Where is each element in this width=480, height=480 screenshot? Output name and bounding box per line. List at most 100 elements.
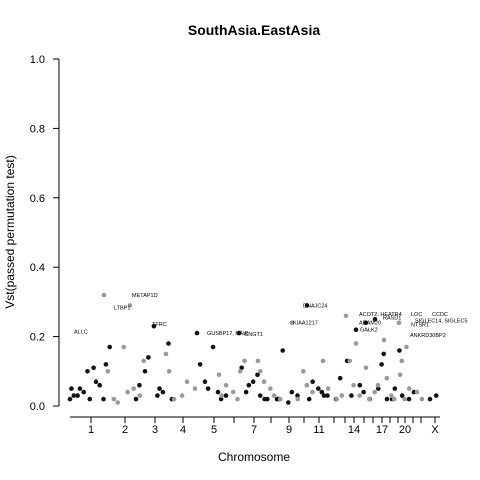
data-point — [197, 362, 203, 367]
gene-label: ACOT2, HEATR4 — [359, 312, 402, 318]
data-point — [93, 379, 99, 385]
y-tick-label: 0.6 — [30, 193, 45, 205]
data-point — [357, 393, 363, 398]
data-point — [205, 386, 211, 391]
data-point — [255, 358, 261, 364]
gene-label: ADAM20 — [359, 321, 381, 327]
data-point — [210, 344, 216, 350]
data-point — [91, 365, 96, 371]
x-axis-title: Chromosome — [218, 450, 290, 464]
data-point — [71, 393, 77, 398]
data-point — [171, 396, 177, 402]
data-point — [367, 396, 372, 402]
data-point — [379, 362, 384, 367]
x-tick-label-chr1: 1 — [88, 424, 94, 436]
x-tick-label-chr9: 9 — [286, 424, 292, 436]
data-point — [237, 369, 243, 374]
data-point — [105, 369, 111, 374]
x-tick-label-chr11: 11 — [313, 424, 324, 436]
data-point — [325, 393, 330, 398]
data-point — [357, 382, 363, 388]
data-point — [265, 396, 270, 402]
data-point — [219, 393, 224, 398]
data-point — [81, 389, 86, 395]
data-point — [239, 365, 244, 371]
data-point — [155, 393, 160, 398]
data-point — [218, 396, 224, 402]
data-point — [103, 362, 109, 367]
data-point — [101, 292, 107, 298]
data-point — [397, 372, 403, 378]
data-point — [141, 358, 146, 364]
data-point — [184, 379, 190, 385]
x-tick-label-chr4: 4 — [180, 424, 186, 436]
gene-label: KIAA1217 — [293, 321, 318, 327]
data-point — [223, 393, 229, 398]
data-point — [349, 393, 354, 398]
data-point — [397, 348, 402, 353]
gene-label: RASD1 — [383, 315, 401, 321]
data-point — [319, 389, 325, 395]
data-point — [166, 341, 171, 346]
data-point — [427, 396, 433, 402]
gene-label: GALK2 — [360, 328, 378, 334]
x-tick-label-chrX: X — [431, 424, 439, 436]
data-point — [107, 344, 112, 350]
gene-label: GUSBP17, NAIP — [207, 331, 249, 337]
data-point — [375, 382, 381, 388]
data-point — [137, 382, 142, 388]
data-point — [246, 382, 252, 388]
data-point — [236, 330, 242, 336]
data-points — [67, 292, 439, 405]
x-tick-label-chr20: 20 — [399, 424, 411, 436]
data-point — [194, 330, 200, 336]
y-axis-title: Vst(passed permutation test) — [3, 155, 17, 308]
data-point — [137, 393, 143, 398]
x-axis: 1 2 3 4 5 7 9 11 14 17 20 X — [70, 416, 440, 436]
x-tick-label-chr17: 17 — [376, 424, 388, 436]
data-point — [255, 372, 260, 378]
y-tick-label: 0.8 — [30, 123, 45, 135]
data-point — [243, 389, 249, 395]
data-point — [304, 382, 310, 388]
data-point — [301, 369, 306, 374]
data-point — [295, 396, 301, 402]
y-tick-label: 1.0 — [30, 54, 45, 66]
data-point — [392, 386, 398, 391]
data-point — [361, 389, 366, 395]
data-point — [402, 396, 408, 402]
data-point — [399, 393, 405, 398]
data-point — [406, 386, 412, 391]
x-tick-label-chr5: 5 — [211, 424, 217, 436]
gene-label: NTSR1 — [411, 323, 429, 329]
data-point — [325, 386, 331, 391]
data-point — [353, 341, 359, 346]
data-point — [406, 396, 412, 402]
x-tick-label-chr7: 7 — [251, 424, 257, 436]
data-point — [101, 396, 106, 402]
gene-label: ALLC — [74, 330, 88, 336]
data-point — [295, 393, 300, 398]
gene-label: SIGLEC14, SIGLEC5 — [415, 318, 468, 324]
data-point — [146, 355, 151, 360]
data-point — [215, 389, 221, 395]
gene-label: LTBP1 — [114, 305, 130, 311]
gene-label: DNAJC24 — [303, 303, 327, 309]
data-point — [316, 386, 321, 391]
data-point — [381, 337, 387, 343]
data-point — [230, 389, 236, 395]
data-point — [363, 365, 369, 371]
data-point — [250, 379, 256, 385]
gene-label: TFRC — [152, 322, 167, 328]
data-point — [404, 344, 409, 350]
data-point — [321, 393, 327, 398]
data-point — [396, 320, 402, 326]
data-point — [85, 369, 90, 374]
data-point — [133, 396, 139, 402]
data-point — [363, 320, 369, 326]
data-point — [347, 358, 353, 364]
data-point — [419, 396, 425, 402]
data-point — [277, 396, 283, 402]
data-point — [271, 393, 277, 398]
